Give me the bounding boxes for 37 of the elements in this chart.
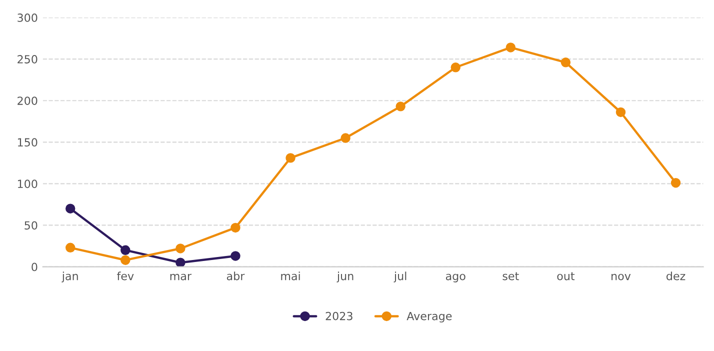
y-tick-label: 150	[18, 138, 38, 147]
x-tick-label: out	[557, 272, 575, 280]
x-tick-label: mai	[281, 272, 300, 280]
x-tick-label: jun	[336, 272, 354, 282]
point	[286, 153, 296, 163]
x-tick-label: ago	[446, 274, 466, 282]
point	[340, 133, 350, 143]
point	[176, 244, 186, 254]
point	[230, 222, 240, 233]
point	[396, 102, 406, 112]
x-tick-label: nov	[612, 274, 631, 280]
legend-label: Average	[406, 312, 452, 322]
x-tick-label: jan	[62, 272, 78, 282]
y-tick-label: 300	[18, 14, 38, 22]
point	[616, 107, 626, 118]
x-tick-label: set	[502, 272, 519, 280]
y-tick-label: 250	[18, 55, 38, 64]
point	[506, 42, 516, 52]
point	[450, 62, 460, 72]
point	[670, 178, 681, 188]
y-tick-label: 0	[32, 262, 38, 272]
point	[176, 258, 186, 267]
point	[120, 245, 130, 256]
x-tick-label: abr	[226, 272, 245, 280]
x-tick-label: fev	[116, 272, 134, 280]
point	[230, 251, 240, 261]
point	[560, 58, 571, 68]
y-tick-label: 50	[24, 221, 38, 230]
x-tick-label: mar	[170, 274, 192, 280]
x-tick-label: jul	[394, 272, 406, 282]
point	[120, 255, 130, 265]
y-tick-label: 200	[18, 96, 38, 105]
x-tick-label: dez	[666, 272, 686, 280]
point	[65, 204, 76, 214]
legend-label: 2023	[326, 312, 352, 320]
y-tick-label: 100	[18, 180, 38, 188]
point	[65, 242, 76, 253]
